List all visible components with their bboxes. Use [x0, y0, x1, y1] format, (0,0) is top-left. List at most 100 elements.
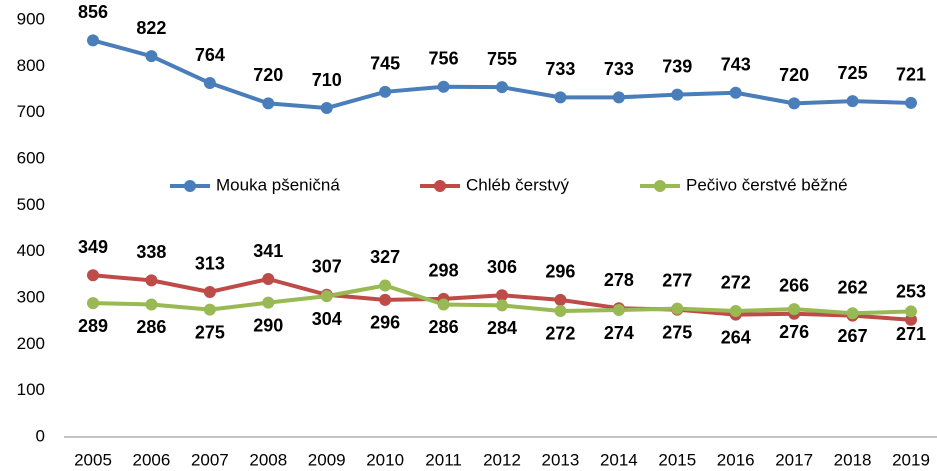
data-label: 341 [253, 241, 283, 261]
data-label: 745 [370, 54, 400, 74]
legend-label: Pečivo čerstvé běžné [686, 175, 848, 194]
data-label: 313 [195, 254, 225, 274]
data-label: 304 [312, 309, 342, 329]
data-point [729, 304, 742, 317]
data-label: 253 [896, 282, 926, 302]
data-point [905, 96, 917, 109]
y-tick-label: 400 [17, 241, 45, 260]
data-label: 262 [838, 277, 868, 297]
data-point [788, 303, 801, 316]
data-label: 267 [838, 326, 868, 346]
x-tick-label: 2018 [834, 450, 872, 469]
data-point [905, 313, 917, 326]
data-label: 272 [721, 273, 751, 293]
y-tick-label: 300 [17, 287, 45, 306]
data-label: 298 [429, 261, 459, 281]
data-point [379, 293, 392, 306]
x-tick-label: 2013 [542, 450, 580, 469]
legend-marker [434, 180, 446, 192]
data-point [262, 97, 275, 110]
y-tick-label: 500 [17, 195, 45, 214]
data-point [554, 293, 567, 306]
data-label: 743 [721, 54, 751, 74]
legend-label: Mouka pšeničná [216, 175, 340, 194]
data-label: 710 [312, 70, 342, 90]
data-label: 286 [136, 317, 166, 337]
data-point [554, 91, 567, 104]
data-label: 274 [604, 323, 634, 343]
x-tick-label: 2009 [308, 450, 346, 469]
x-tick-label: 2008 [249, 450, 287, 469]
data-label: 725 [838, 63, 868, 83]
x-tick-label: 2019 [892, 450, 930, 469]
data-label: 264 [721, 327, 751, 347]
y-tick-label: 0 [36, 426, 45, 445]
data-point [437, 298, 450, 311]
data-point [846, 307, 859, 320]
data-label: 306 [487, 257, 517, 277]
x-tick-label: 2010 [366, 450, 404, 469]
legend-label: Chléb čerstvý [466, 175, 569, 194]
data-label: 275 [662, 322, 692, 342]
data-label: 275 [195, 322, 225, 342]
data-point [554, 304, 567, 317]
data-point [846, 95, 859, 108]
x-tick-label: 2011 [425, 450, 462, 469]
data-label: 284 [487, 318, 517, 338]
y-tick-label: 200 [17, 334, 45, 353]
data-point [145, 298, 158, 311]
data-point [145, 274, 158, 287]
x-tick-label: 2017 [775, 450, 813, 469]
y-tick-label: 100 [17, 380, 45, 399]
data-label: 756 [429, 48, 459, 68]
data-label: 764 [195, 45, 225, 65]
data-label: 327 [370, 247, 400, 267]
data-point [437, 80, 450, 93]
data-point [729, 86, 742, 99]
data-label: 733 [545, 59, 575, 79]
x-tick-label: 2014 [600, 450, 638, 469]
data-point [262, 296, 275, 309]
data-label: 739 [662, 56, 692, 76]
data-label: 338 [136, 242, 166, 262]
x-tick-label: 2005 [74, 450, 112, 469]
x-tick-label: 2012 [483, 450, 521, 469]
data-point [671, 88, 684, 101]
x-tick-label: 2006 [133, 450, 171, 469]
data-label: 755 [487, 49, 517, 69]
data-label: 272 [545, 324, 575, 344]
data-label: 307 [312, 257, 342, 277]
data-point [612, 304, 625, 317]
data-point [379, 85, 392, 98]
data-label: 721 [896, 65, 926, 85]
data-point [262, 273, 275, 286]
data-point [379, 279, 392, 292]
data-label: 296 [545, 262, 575, 282]
data-point [87, 34, 99, 47]
legend-marker [184, 180, 196, 192]
data-point [87, 297, 99, 310]
data-label: 278 [604, 270, 634, 290]
data-label: 856 [78, 2, 108, 22]
x-tick-label: 2015 [658, 450, 696, 469]
data-point [203, 303, 216, 316]
data-point [612, 91, 625, 104]
data-label: 720 [779, 65, 809, 85]
data-point [671, 302, 684, 315]
data-label: 266 [779, 276, 809, 296]
data-point [496, 81, 508, 94]
data-label: 289 [78, 316, 108, 336]
data-point [320, 102, 333, 115]
y-tick-label: 800 [17, 56, 45, 75]
data-point [788, 97, 801, 110]
data-label: 822 [136, 18, 166, 38]
y-tick-label: 700 [17, 102, 45, 121]
data-point [320, 290, 333, 303]
data-point [203, 285, 216, 298]
data-label: 296 [370, 313, 400, 333]
data-point [496, 289, 508, 302]
y-tick-label: 900 [17, 9, 45, 28]
data-label: 733 [604, 59, 634, 79]
y-tick-label: 600 [17, 148, 45, 167]
